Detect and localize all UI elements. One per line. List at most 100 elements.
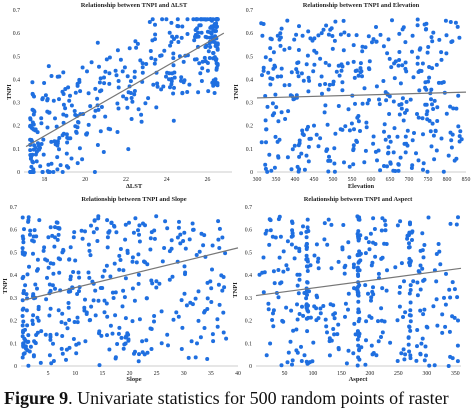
data-point (326, 217, 331, 222)
data-point (346, 240, 351, 245)
data-point (284, 263, 289, 268)
data-point (305, 217, 310, 222)
data-point (61, 248, 66, 253)
data-point (68, 136, 73, 141)
data-point (129, 117, 134, 121)
data-point (367, 67, 372, 72)
data-point (358, 61, 363, 66)
data-point (342, 265, 347, 270)
data-point (263, 55, 268, 60)
data-point (297, 141, 302, 146)
data-point (363, 283, 368, 288)
x-tick-label: 30 (181, 371, 187, 377)
data-point (299, 71, 304, 76)
figure-label: Figure 9 (4, 388, 69, 408)
data-point (398, 219, 403, 224)
data-point (223, 251, 228, 256)
data-point (217, 226, 222, 231)
data-point (327, 63, 332, 68)
data-point (433, 129, 438, 134)
data-point (150, 17, 155, 22)
data-point (396, 168, 401, 173)
data-point (163, 219, 168, 224)
data-point (49, 161, 54, 166)
data-point (307, 136, 312, 141)
data-point (283, 117, 288, 121)
data-point (451, 106, 456, 111)
data-point (103, 114, 108, 119)
data-point (411, 279, 416, 284)
data-point (399, 261, 404, 266)
data-point (418, 287, 423, 292)
data-point (132, 298, 137, 303)
data-point (279, 110, 284, 115)
data-point (92, 170, 97, 174)
data-point (415, 293, 420, 298)
data-point (325, 330, 329, 335)
data-point (432, 98, 437, 103)
data-point (331, 327, 336, 331)
data-point (385, 51, 390, 56)
trend-line (256, 91, 467, 99)
data-point (312, 253, 317, 258)
data-point (326, 169, 331, 174)
data-point (286, 109, 291, 114)
data-point (82, 305, 87, 310)
data-point (20, 307, 25, 312)
data-point (53, 286, 57, 291)
data-point (371, 216, 376, 221)
data-point (181, 80, 186, 85)
data-point (38, 360, 43, 365)
data-point (426, 45, 431, 49)
data-point (382, 241, 387, 246)
data-point (266, 301, 271, 306)
data-point (376, 271, 381, 276)
x-tick-label: 100 (309, 371, 318, 377)
data-point (300, 33, 305, 38)
x-tick-label: 450 (310, 177, 319, 183)
data-point (391, 150, 396, 155)
data-point (434, 252, 439, 256)
data-point (151, 82, 156, 87)
y-tick-label: 0.1 (13, 147, 20, 153)
data-point (360, 74, 364, 79)
data-point (351, 148, 356, 153)
data-point (297, 272, 302, 277)
data-point (215, 81, 220, 86)
data-point (371, 240, 375, 245)
data-point (179, 347, 184, 351)
data-point (351, 262, 356, 267)
data-point (107, 81, 112, 86)
data-point (149, 56, 154, 61)
data-point (455, 295, 460, 300)
data-point (397, 31, 402, 36)
data-point (404, 99, 409, 104)
data-point (39, 116, 44, 121)
data-point (393, 169, 398, 173)
data-point (278, 31, 283, 36)
data-point (51, 170, 56, 174)
chart-title: Relationship between TNPI and Elevation (303, 2, 420, 9)
data-point (112, 261, 117, 266)
data-point (137, 223, 142, 228)
data-point (264, 353, 269, 358)
data-point (403, 134, 408, 139)
data-point (295, 70, 300, 75)
data-point (366, 291, 370, 296)
data-point (425, 325, 430, 330)
data-point (422, 243, 427, 247)
data-point (319, 74, 324, 79)
data-point (55, 167, 60, 172)
data-point (456, 93, 461, 98)
data-point (39, 329, 44, 334)
data-point (171, 317, 176, 322)
data-point (207, 56, 212, 60)
data-point (399, 351, 404, 356)
data-point (417, 47, 422, 52)
y-tick-label: 0.7 (246, 8, 253, 14)
data-point (33, 128, 38, 133)
data-point (446, 153, 451, 158)
data-point (110, 290, 115, 295)
data-point (129, 96, 134, 100)
x-tick-label: 24 (164, 177, 170, 183)
